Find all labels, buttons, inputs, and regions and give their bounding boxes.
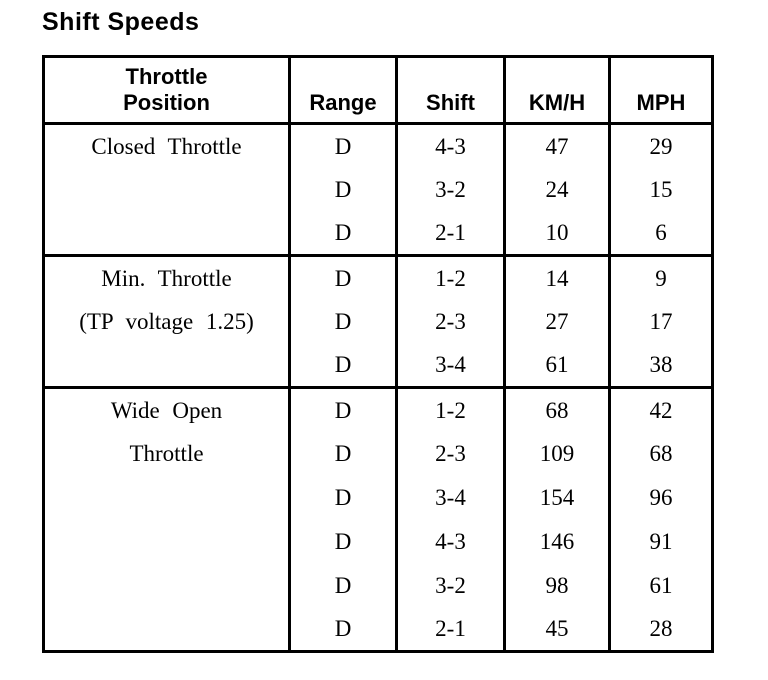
cell-shift: 2-1 (395, 211, 505, 256)
column-header-throttle-position: Throttle Position (43, 56, 290, 125)
header-row: Throttle Position Range Shift KM/H MPH (43, 56, 713, 125)
cell-range: D (288, 431, 397, 476)
cell-throttle-label (44, 520, 290, 564)
cell-kmh: 98 (503, 563, 610, 608)
table-row: Wide Open D 1-2 68 42 (43, 386, 713, 432)
table-row: (TP voltage 1.25) D 2-3 27 17 (44, 299, 713, 344)
cell-kmh: 27 (503, 299, 610, 344)
header-throttle-line2: Position (123, 89, 210, 115)
cell-shift: 4-3 (395, 122, 505, 168)
table-row: D 3-2 98 61 (44, 563, 713, 608)
cell-range: D (288, 475, 397, 520)
page-title: Shift Speeds (42, 8, 200, 36)
cell-shift: 2-1 (395, 607, 505, 652)
cell-mph: 68 (608, 431, 713, 476)
cell-shift: 4-3 (395, 519, 505, 564)
cell-shift: 2-3 (395, 431, 505, 476)
header-throttle-line1: Throttle (125, 64, 208, 90)
cell-kmh: 10 (503, 211, 610, 256)
cell-mph: 17 (608, 299, 713, 344)
cell-throttle-label (44, 344, 290, 388)
cell-kmh: 47 (503, 122, 610, 168)
cell-throttle-label: (TP voltage 1.25) (79, 309, 254, 334)
column-header-kmh: KM/H (503, 56, 610, 125)
cell-shift: 2-3 (395, 299, 505, 344)
cell-mph: 28 (608, 607, 713, 652)
table-row: D 3-4 154 96 (44, 475, 713, 520)
cell-mph: 91 (608, 519, 713, 564)
shift-speeds-table: Throttle Position Range Shift KM/H MPH C… (42, 55, 714, 653)
cell-throttle-label: Wide Open (43, 386, 290, 432)
cell-kmh: 45 (503, 607, 610, 652)
table-row: D 4-3 146 91 (44, 519, 713, 564)
cell-shift: 3-2 (395, 167, 505, 212)
cell-mph: 15 (608, 167, 713, 212)
cell-shift: 3-4 (395, 475, 505, 520)
cell-shift: 3-4 (395, 343, 505, 388)
cell-mph: 38 (608, 343, 713, 388)
cell-range: D (288, 386, 397, 432)
cell-range: D (288, 563, 397, 608)
cell-range: D (288, 254, 397, 300)
cell-shift: 1-2 (395, 254, 505, 300)
cell-kmh: 146 (503, 519, 610, 564)
cell-mph: 61 (608, 563, 713, 608)
cell-kmh: 109 (503, 431, 610, 476)
table-row: D 3-4 61 38 (44, 343, 713, 388)
table-row: D 2-1 10 6 (44, 211, 713, 256)
cell-range: D (288, 167, 397, 212)
table-row: Throttle D 2-3 109 68 (44, 431, 713, 476)
cell-kmh: 14 (503, 254, 610, 300)
column-header-mph: MPH (608, 56, 713, 125)
cell-throttle-label: Throttle (129, 441, 204, 466)
cell-kmh: 68 (503, 386, 610, 432)
cell-mph: 96 (608, 475, 713, 520)
column-header-shift: Shift (395, 56, 505, 125)
cell-range: D (288, 299, 397, 344)
table-row: Min. Throttle D 1-2 14 9 (43, 254, 713, 300)
table-row: D 3-2 24 15 (44, 167, 713, 212)
cell-range: D (288, 343, 397, 388)
cell-throttle-label: Min. Throttle (43, 254, 290, 300)
cell-kmh: 24 (503, 167, 610, 212)
cell-throttle-label (44, 476, 290, 520)
cell-range: D (288, 122, 397, 168)
cell-mph: 29 (608, 122, 713, 168)
column-header-range: Range (288, 56, 397, 125)
cell-range: D (288, 211, 397, 256)
cell-range: D (288, 519, 397, 564)
cell-kmh: 154 (503, 475, 610, 520)
cell-throttle-label: Closed Throttle (43, 122, 290, 168)
cell-shift: 3-2 (395, 563, 505, 608)
cell-shift: 1-2 (395, 386, 505, 432)
cell-mph: 9 (608, 254, 713, 300)
table-row: Closed Throttle D 4-3 47 29 (43, 122, 713, 168)
cell-throttle-label (44, 608, 290, 652)
cell-throttle-label (44, 168, 290, 212)
cell-kmh: 61 (503, 343, 610, 388)
cell-range: D (288, 607, 397, 652)
cell-mph: 42 (608, 386, 713, 432)
cell-throttle-label (44, 212, 290, 256)
table-row: D 2-1 45 28 (44, 607, 713, 652)
cell-mph: 6 (608, 211, 713, 256)
cell-throttle-label (44, 564, 290, 608)
